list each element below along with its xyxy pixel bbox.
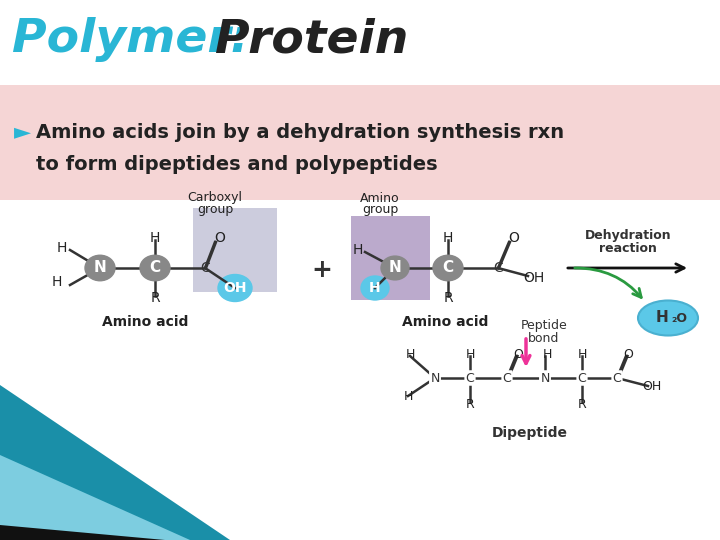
Text: H: H (353, 243, 363, 257)
Text: R: R (150, 291, 160, 305)
Text: N: N (389, 260, 401, 275)
Text: Carboxyl: Carboxyl (187, 192, 243, 205)
Text: O: O (513, 348, 523, 361)
Ellipse shape (381, 256, 409, 280)
Text: H: H (655, 310, 668, 326)
Text: R: R (577, 399, 586, 411)
Text: R: R (466, 399, 474, 411)
Text: bond: bond (528, 332, 559, 345)
Text: ₂O: ₂O (671, 312, 687, 325)
Text: H: H (57, 241, 67, 255)
Text: C: C (493, 261, 503, 275)
Text: to form dipeptides and polypeptides: to form dipeptides and polypeptides (36, 156, 438, 174)
FancyBboxPatch shape (0, 85, 720, 200)
Text: H: H (52, 275, 62, 289)
Polygon shape (0, 455, 190, 540)
FancyBboxPatch shape (0, 200, 720, 540)
Text: Dipeptide: Dipeptide (492, 426, 568, 440)
Text: H: H (150, 231, 160, 245)
FancyBboxPatch shape (0, 0, 720, 85)
Text: H: H (405, 348, 415, 361)
Text: C: C (150, 260, 161, 275)
Text: Amino acid: Amino acid (402, 315, 488, 329)
Text: OH: OH (523, 271, 544, 285)
FancyBboxPatch shape (351, 216, 430, 300)
Text: ►: ► (14, 122, 31, 142)
Text: Amino acid: Amino acid (102, 315, 188, 329)
Text: O: O (508, 231, 519, 245)
Text: C: C (466, 372, 474, 384)
Text: Polymer:: Polymer: (12, 17, 250, 63)
Text: C: C (503, 372, 511, 384)
Text: R: R (444, 291, 453, 305)
Text: H: H (577, 348, 587, 361)
Text: Protein: Protein (215, 17, 408, 63)
Text: O: O (623, 348, 633, 361)
Text: +: + (312, 258, 333, 282)
Ellipse shape (85, 255, 115, 281)
Ellipse shape (638, 300, 698, 335)
Text: N: N (431, 372, 440, 384)
FancyBboxPatch shape (193, 208, 277, 292)
Text: C: C (200, 261, 210, 275)
Text: O: O (215, 231, 225, 245)
Ellipse shape (433, 255, 463, 281)
Text: N: N (431, 372, 440, 384)
Text: H: H (443, 231, 453, 245)
Text: C: C (613, 372, 621, 384)
Text: Dehydration: Dehydration (585, 228, 671, 241)
Text: group: group (197, 204, 233, 217)
Text: H: H (542, 348, 552, 361)
Text: N: N (94, 260, 107, 275)
Text: N: N (540, 372, 549, 384)
Text: Amino: Amino (360, 192, 400, 205)
Ellipse shape (218, 274, 252, 301)
Text: OH: OH (223, 281, 247, 295)
Text: Peptide: Peptide (521, 320, 567, 333)
Text: H: H (369, 281, 381, 295)
Ellipse shape (140, 255, 170, 281)
Polygon shape (0, 525, 165, 540)
Text: C: C (577, 372, 586, 384)
Text: group: group (362, 204, 398, 217)
Text: H: H (465, 348, 474, 361)
Text: OH: OH (642, 380, 662, 393)
Text: H: H (403, 389, 413, 402)
Text: reaction: reaction (599, 241, 657, 254)
Ellipse shape (361, 276, 389, 300)
Text: Amino acids join by a dehydration synthesis rxn: Amino acids join by a dehydration synthe… (36, 123, 564, 141)
Text: C: C (442, 260, 454, 275)
Polygon shape (0, 385, 230, 540)
